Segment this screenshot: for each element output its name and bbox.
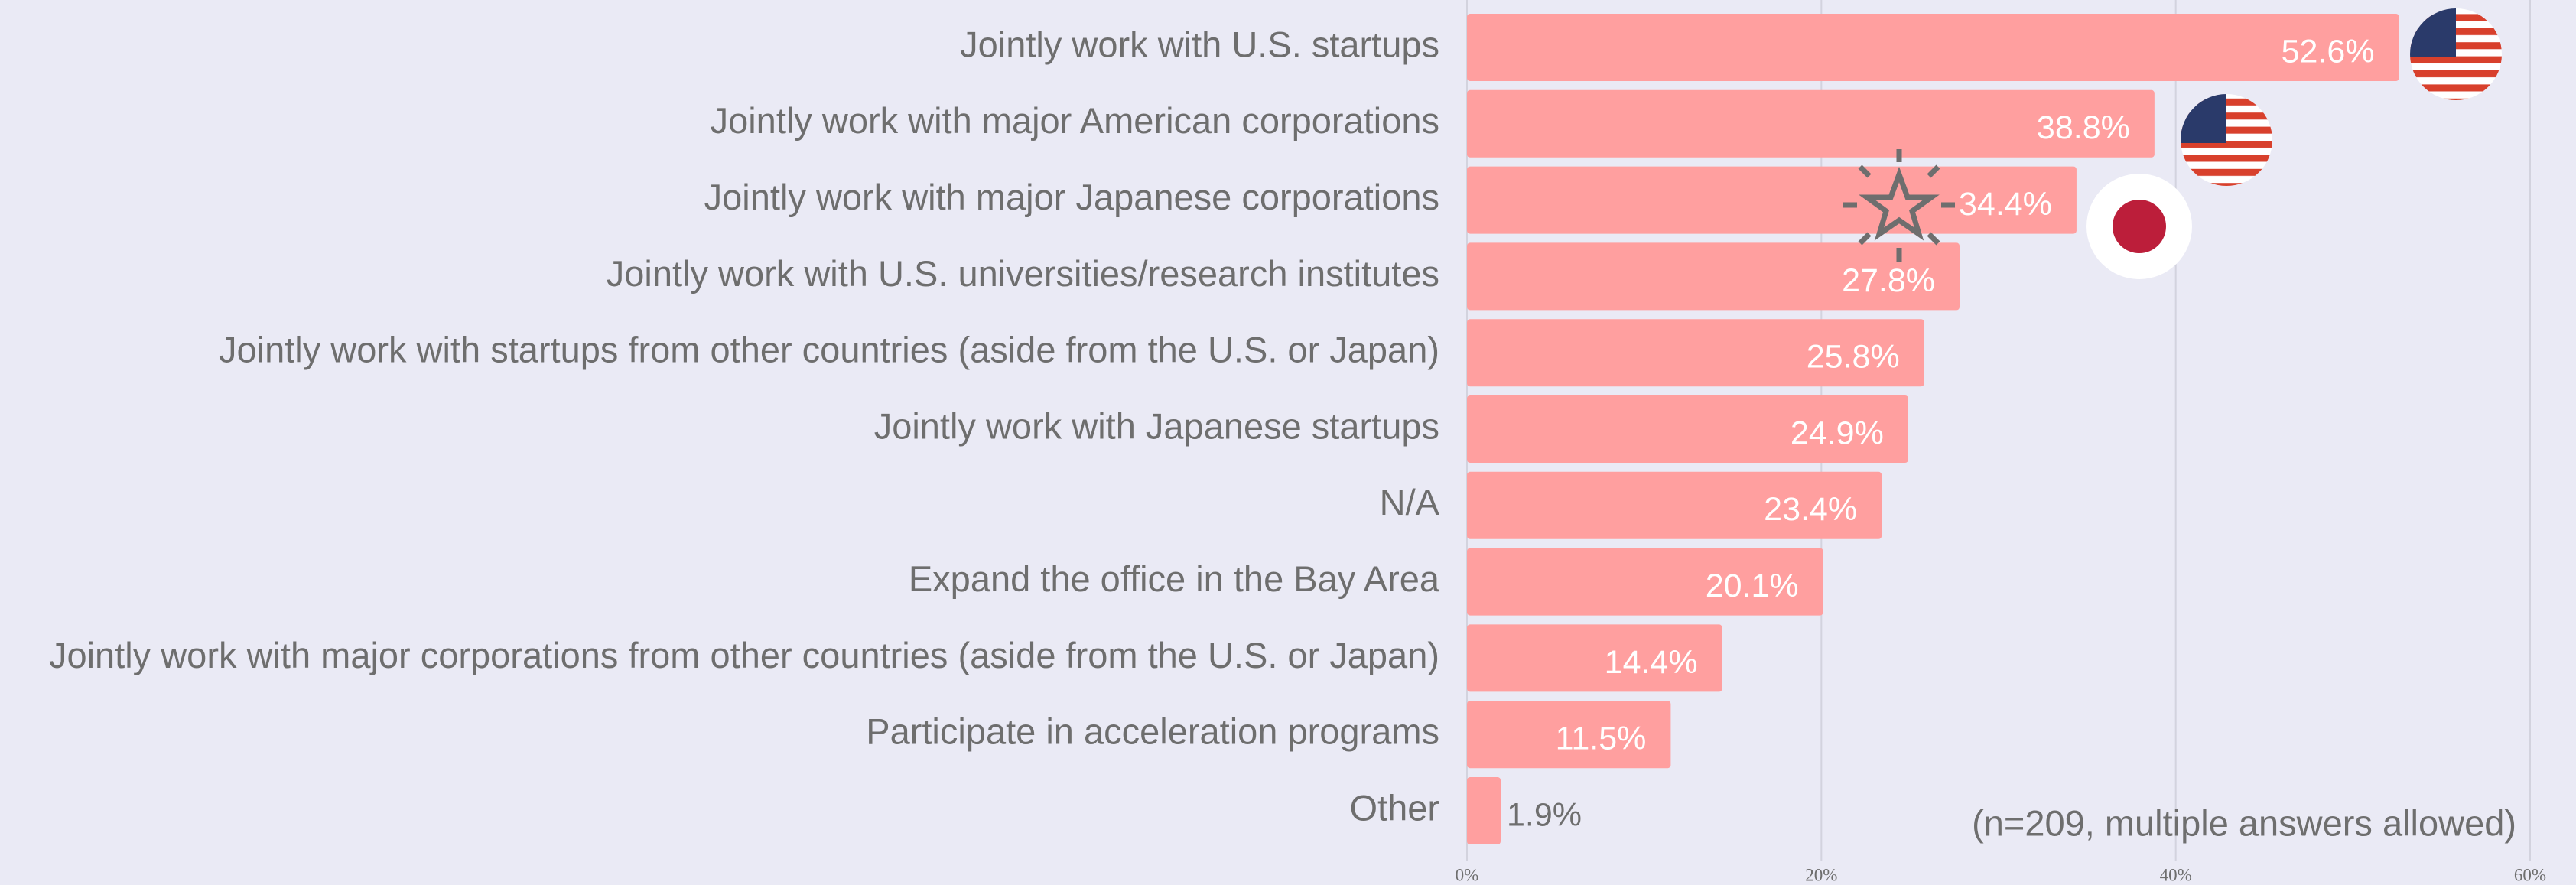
bar <box>1467 14 2399 81</box>
value-label: 11.5% <box>1556 721 1647 757</box>
plot: 0% 20% 40% 60% Jointly work with U.S. startu… <box>49 0 2546 884</box>
value-label: 1.9% <box>1507 796 1582 833</box>
category-label: Jointly work with U.S. universities/rese… <box>607 253 1439 294</box>
value-label: 14.4% <box>1605 644 1698 681</box>
category-label: Other <box>1349 787 1439 828</box>
bar <box>1467 471 1882 539</box>
bar <box>1467 89 2155 158</box>
category-label: Participate in acceleration programs <box>866 711 1439 752</box>
bar <box>1467 777 1501 844</box>
category-label: Jointly work with U.S. startups <box>960 24 1439 64</box>
x-tick-label: 60% <box>2514 865 2546 884</box>
bar <box>1467 395 1908 463</box>
bar <box>1467 624 1722 692</box>
x-tick-label: 20% <box>1805 865 1837 884</box>
category-label: Jointly work with major Japanese corpora… <box>704 177 1439 217</box>
value-label: 34.4% <box>1959 186 2052 223</box>
x-tick-label: 0% <box>1456 865 1479 884</box>
value-label: 25.8% <box>1807 339 1900 376</box>
bar <box>1467 166 2077 234</box>
x-tick-label: 40% <box>2160 865 2192 884</box>
category-label: Expand the office in the Bay Area <box>909 558 1440 599</box>
value-label: 23.4% <box>1764 491 1857 528</box>
annotation: (n=209, multiple answers allowed) <box>1972 802 2516 843</box>
value-label: 27.8% <box>1842 262 1935 299</box>
value-label: 20.1% <box>1706 568 1799 604</box>
value-label: 24.9% <box>1791 415 1884 451</box>
us-flag-icon <box>2181 94 2272 186</box>
us-flag-icon <box>2410 8 2502 100</box>
category-label: Jointly work with startups from other co… <box>219 330 1439 370</box>
star-icon <box>1843 149 1955 262</box>
value-label: 38.8% <box>2037 109 2130 146</box>
bar <box>1467 242 1960 311</box>
category-label: Jointly work with Japanese startups <box>874 405 1439 446</box>
bar <box>1467 701 1671 769</box>
value-label: 52.6% <box>2282 33 2375 70</box>
bar <box>1467 548 1823 616</box>
category-label: N/A <box>1380 482 1440 522</box>
category-label: Jointly work with major corporations fro… <box>49 635 1439 675</box>
japan-flag-icon <box>2086 174 2192 279</box>
category-label: Jointly work with major American corpora… <box>711 100 1439 141</box>
bar <box>1467 319 1924 387</box>
